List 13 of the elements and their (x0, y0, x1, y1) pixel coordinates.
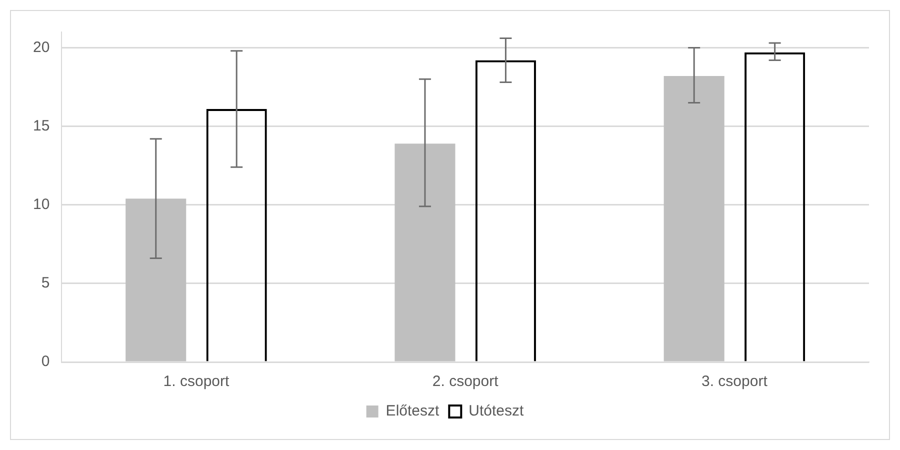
y-tick-label: 0 (41, 353, 50, 370)
x-tick-label: 2. csoport (432, 373, 500, 390)
y-tick-label: 10 (32, 196, 50, 213)
x-tick-label: 3. csoport (702, 373, 768, 390)
legend-label: Utóteszt (468, 402, 525, 420)
y-tick-label: 5 (41, 274, 50, 292)
bar (394, 144, 456, 362)
y-tick-label: 20 (32, 38, 50, 56)
legend-label: Előteszt (386, 402, 440, 420)
bar (664, 76, 724, 362)
y-tick-label: 15 (32, 117, 50, 134)
bar (126, 198, 186, 362)
x-tick-label: 1. csoport (163, 373, 230, 390)
